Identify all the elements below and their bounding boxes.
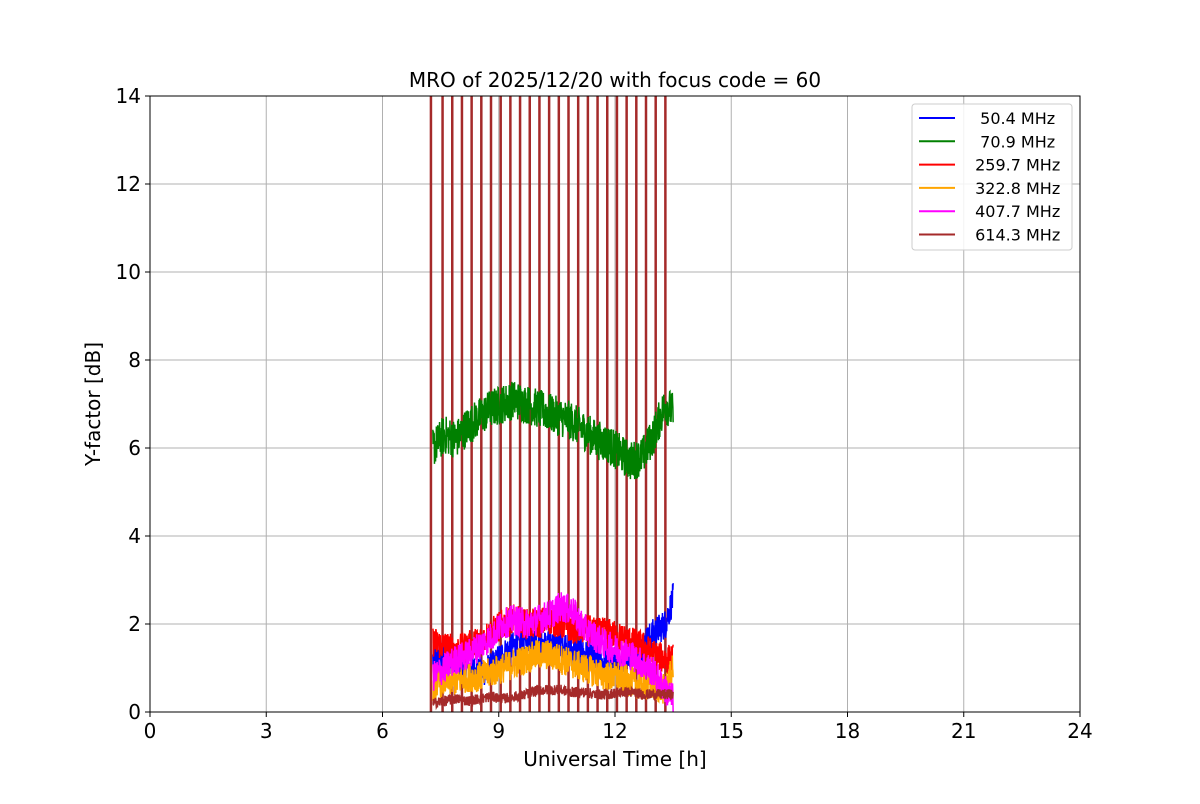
series-line <box>432 684 674 711</box>
y-tick-label: 6 <box>128 436 141 460</box>
x-tick-label: 9 <box>492 719 505 743</box>
x-axis-label: Universal Time [h] <box>523 747 706 771</box>
legend-label: 50.4 MHz <box>970 109 1055 128</box>
legend-label: 407.7 MHz <box>970 202 1060 221</box>
legend-label: 614.3 MHz <box>970 226 1060 245</box>
series-lines <box>432 381 674 713</box>
y-tick-label: 4 <box>128 524 141 548</box>
x-tick-label: 15 <box>719 719 744 743</box>
y-tick-label: 2 <box>128 612 141 636</box>
x-tick-label: 24 <box>1067 719 1092 743</box>
x-axis-ticks: 0 3 6 9 12 15 18 21 24 <box>144 712 1093 743</box>
series-line <box>432 592 674 713</box>
series-line <box>432 381 674 480</box>
y-tick-label: 8 <box>128 348 141 372</box>
y-tick-label: 0 <box>128 700 141 724</box>
legend-label: 70.9 MHz <box>970 132 1055 151</box>
y-axis-ticks: 0 2 4 6 8 10 12 14 <box>116 84 150 724</box>
y-tick-label: 12 <box>116 172 141 196</box>
x-tick-label: 0 <box>144 719 157 743</box>
x-tick-label: 12 <box>602 719 627 743</box>
chart-title: MRO of 2025/12/20 with focus code = 60 <box>409 68 821 92</box>
x-tick-label: 18 <box>835 719 860 743</box>
series-line <box>432 640 674 704</box>
y-axis-label: Y-factor [dB] <box>81 342 105 467</box>
legend: 50.4 MHz 70.9 MHz 259.7 MHz 322.8 MHz 40… <box>911 103 1073 251</box>
legend-label: 322.8 MHz <box>970 179 1060 198</box>
y-tick-label: 14 <box>116 84 141 108</box>
x-tick-label: 21 <box>951 719 976 743</box>
x-tick-label: 3 <box>260 719 273 743</box>
x-tick-label: 6 <box>376 719 389 743</box>
legend-label: 259.7 MHz <box>970 156 1060 175</box>
y-tick-label: 10 <box>116 260 141 284</box>
